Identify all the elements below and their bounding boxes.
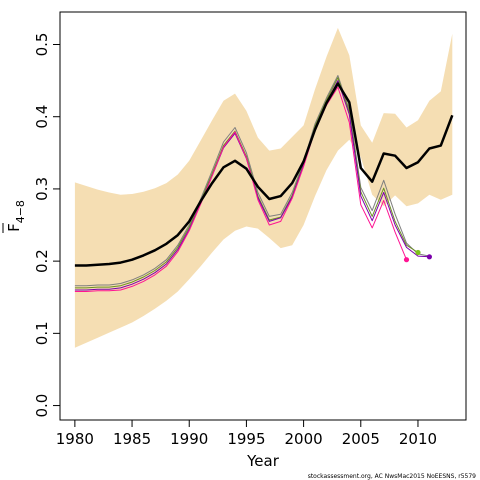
confidence-band-layer: [74, 27, 453, 348]
y-tick-label-2: 0.2: [33, 249, 51, 273]
x-tick-label-1985: 1985: [113, 430, 151, 448]
y-tick-label-1: 0.1: [33, 321, 51, 345]
x-tick-label-1995: 1995: [227, 430, 265, 448]
x-tick-label-1990: 1990: [170, 430, 208, 448]
y-axis-title-main: F: [5, 223, 23, 232]
y-tick-label-4: 0.4: [33, 105, 51, 129]
endpoint-marker-1: [415, 249, 421, 256]
series-line-1: [74, 75, 430, 287]
endpoint-markers-layer: [403, 249, 432, 263]
y-tick-label-0: 0.0: [33, 394, 51, 418]
y-tick-label-5: 0.5: [33, 33, 51, 57]
svg-text:F4−8: F4−8: [5, 200, 27, 232]
y-axis-title-subscript: 4−8: [14, 200, 27, 223]
confidence-band: [74, 27, 453, 348]
y-axis-title: F4−8: [5, 200, 27, 232]
x-tick-label-2005: 2005: [342, 430, 380, 448]
x-tick-label-2010: 2010: [399, 430, 437, 448]
series-lines-layer: [74, 75, 454, 292]
x-axis-title: Year: [246, 452, 280, 470]
x-tick-label-2000: 2000: [285, 430, 323, 448]
footnote: stockassessment.org, AC NwsMac2015 NoEES…: [308, 473, 476, 480]
endpoint-marker-2: [426, 254, 432, 260]
series-line-2: [74, 77, 419, 289]
series-line-4: [74, 86, 407, 292]
x-axis: 1980 1985 1990 1995 2000 2005 2010: [56, 419, 437, 448]
endpoint-marker-0: [403, 257, 410, 263]
x-tick-label-1980: 1980: [56, 430, 94, 448]
y-tick-label-3: 0.3: [33, 177, 51, 201]
y-axis: 0.0 0.1 0.2 0.3 0.4 0.5: [33, 33, 61, 418]
series-line-0: [74, 82, 454, 267]
